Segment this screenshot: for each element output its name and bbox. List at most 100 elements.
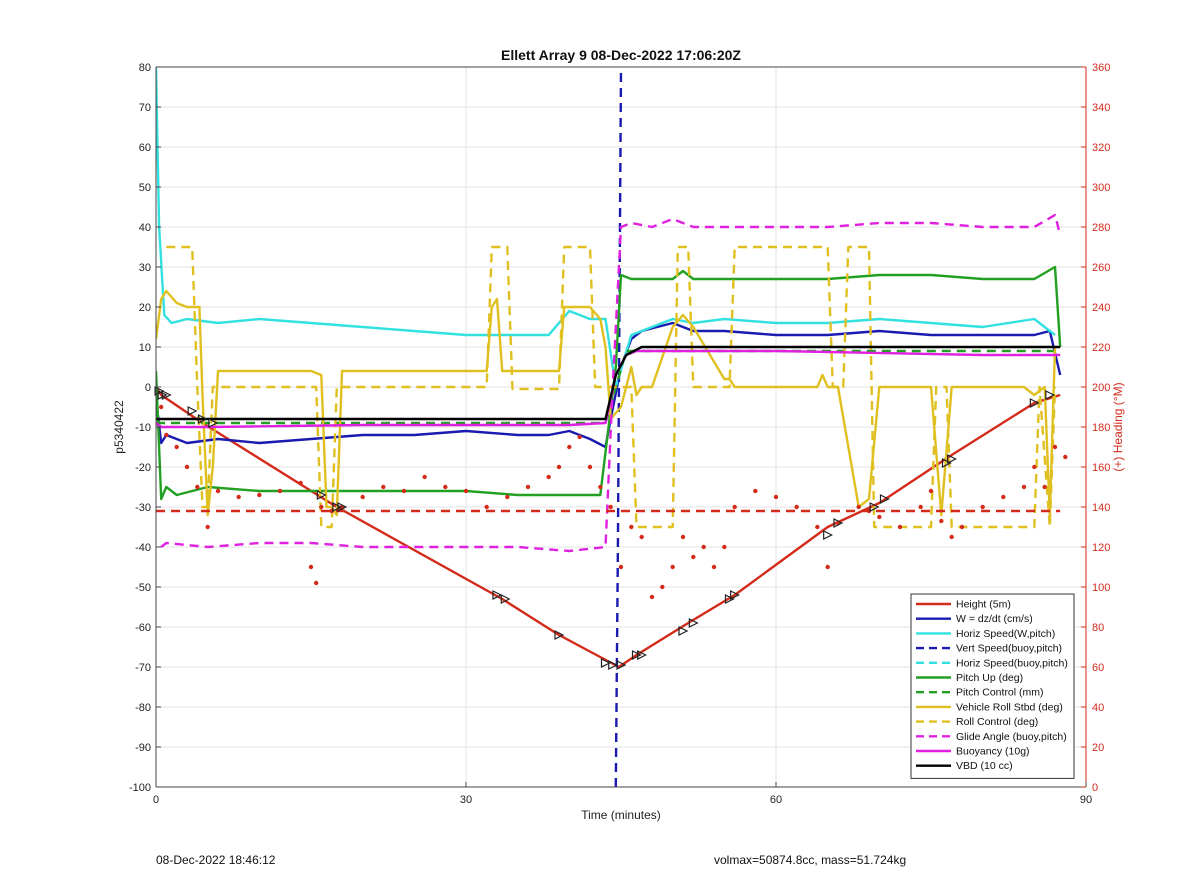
heading-point [164, 432, 169, 438]
y-tick-label-right: 220 [1092, 342, 1110, 354]
heading-point [505, 494, 510, 500]
series-heading [158, 404, 1068, 600]
legend-label: Roll Control (deg) [956, 716, 1038, 728]
heading-point [877, 514, 882, 520]
legend-label: W = dz/dt (cm/s) [956, 613, 1033, 625]
heading-point [722, 544, 727, 550]
height-marker [631, 650, 642, 660]
height-marker [823, 530, 834, 540]
y-tick-label-right: 360 [1092, 62, 1110, 74]
height-marker [316, 490, 327, 500]
y-tick-label-right: 200 [1092, 382, 1110, 394]
y-tick-label-right: 140 [1092, 502, 1110, 514]
chart-title: Ellett Array 9 08-Dec-2022 17:06:20Z [501, 47, 741, 63]
heading-point [381, 484, 386, 490]
heading-point [587, 464, 593, 470]
legend-label: Pitch Up (deg) [956, 672, 1023, 684]
heading-point [959, 524, 965, 530]
heading-point [773, 494, 779, 500]
y-tick-label-right: 120 [1092, 542, 1110, 554]
height-marker [724, 594, 735, 604]
series-glide-angle-buoy-pitch [160, 213, 1062, 553]
legend-label: Horiz Speed(W,pitch) [956, 628, 1055, 640]
y-axis-label-left: p5340422 [112, 400, 126, 454]
y-tick-label-left: 60 [139, 142, 151, 154]
heading-point [401, 488, 407, 494]
x-axis-label: Time (minutes) [581, 808, 661, 822]
y-tick-label-right: 300 [1092, 182, 1110, 194]
heading-point [701, 544, 706, 550]
heading-point [319, 504, 324, 510]
height-marker [879, 494, 890, 504]
heading-point [691, 554, 696, 560]
height-marker [941, 458, 952, 468]
series-vbd-10-cc [156, 345, 1061, 421]
y-tick-label-right: 160 [1092, 462, 1110, 474]
footer-volmax-mass: volmax=50874.8cc, mass=51.724kg [714, 853, 907, 867]
y-tick-label-right: 180 [1092, 422, 1110, 434]
heading-point [794, 504, 799, 510]
height-marker [500, 594, 511, 604]
height-marker [608, 660, 619, 670]
y-tick-label-left: -90 [135, 742, 151, 754]
heading-point [484, 504, 489, 510]
heading-point [1052, 444, 1058, 450]
height-marker [869, 502, 880, 512]
y-tick-label-left: -50 [135, 582, 151, 594]
y-tick-label-right: 260 [1092, 262, 1110, 274]
heading-point [618, 564, 624, 570]
y-tick-label-right: 40 [1092, 702, 1104, 714]
x-tick-label: 90 [1080, 794, 1092, 806]
heading-point [608, 504, 613, 510]
legend-label: Buoyancy (10g) [956, 746, 1030, 758]
y-tick-label-left: -80 [135, 702, 151, 714]
heading-point [174, 444, 179, 450]
y-tick-label-left: 50 [139, 182, 151, 194]
heading-point [1063, 454, 1068, 460]
heading-point [215, 488, 221, 494]
heading-point [918, 504, 923, 510]
height-marker [161, 390, 172, 400]
heading-point [1001, 494, 1006, 500]
heading-point [360, 494, 365, 500]
legend: Height (5m) W = dz/dt (cm/s) Horiz Speed(W… [910, 593, 1075, 779]
heading-point [629, 524, 634, 530]
heading-point [980, 504, 985, 510]
y-tick-label-left: 10 [139, 342, 151, 354]
y-tick-label-left: -20 [135, 462, 151, 474]
heading-point [815, 524, 820, 530]
height-marker [208, 418, 219, 428]
y-tick-label-left: -70 [135, 662, 151, 674]
y-tick-label-left: 40 [139, 222, 151, 234]
y-tick-label-right: 280 [1092, 222, 1110, 234]
y-tick-label-left: -60 [135, 622, 151, 634]
heading-point [680, 534, 686, 540]
heading-point [567, 444, 572, 450]
height-marker [730, 590, 741, 600]
chart: Ellett Array 9 08-Dec-2022 17:06:20Z -10… [112, 47, 1125, 822]
series-layer [154, 67, 1068, 787]
series-height-5m [156, 386, 1061, 669]
y-tick-label-left: 70 [139, 102, 151, 114]
y-tick-label-right: 60 [1092, 662, 1104, 674]
heading-point [308, 564, 314, 570]
legend-label: VBD (10 cc) [956, 760, 1013, 772]
heading-point [639, 534, 644, 540]
height-marker [332, 502, 343, 512]
y-tick-label-left: 0 [145, 382, 151, 394]
heading-point [897, 524, 903, 530]
x-tick-label: 60 [770, 794, 782, 806]
y-tick-label-right: 20 [1092, 742, 1104, 754]
height-marker [1045, 390, 1056, 400]
legend-label: Vert Speed(buoy,pitch) [956, 643, 1062, 655]
heading-point [1021, 484, 1027, 490]
heading-point [825, 564, 830, 570]
heading-point [277, 488, 283, 494]
y-tick-label-left: 80 [139, 62, 151, 74]
footer-timestamp: 08-Dec-2022 18:46:12 [156, 853, 276, 867]
height-marker [492, 590, 503, 600]
heading-point [236, 494, 241, 500]
heading-point [939, 518, 944, 524]
y-tick-label-right: 100 [1092, 582, 1110, 594]
heading-point [546, 474, 551, 480]
